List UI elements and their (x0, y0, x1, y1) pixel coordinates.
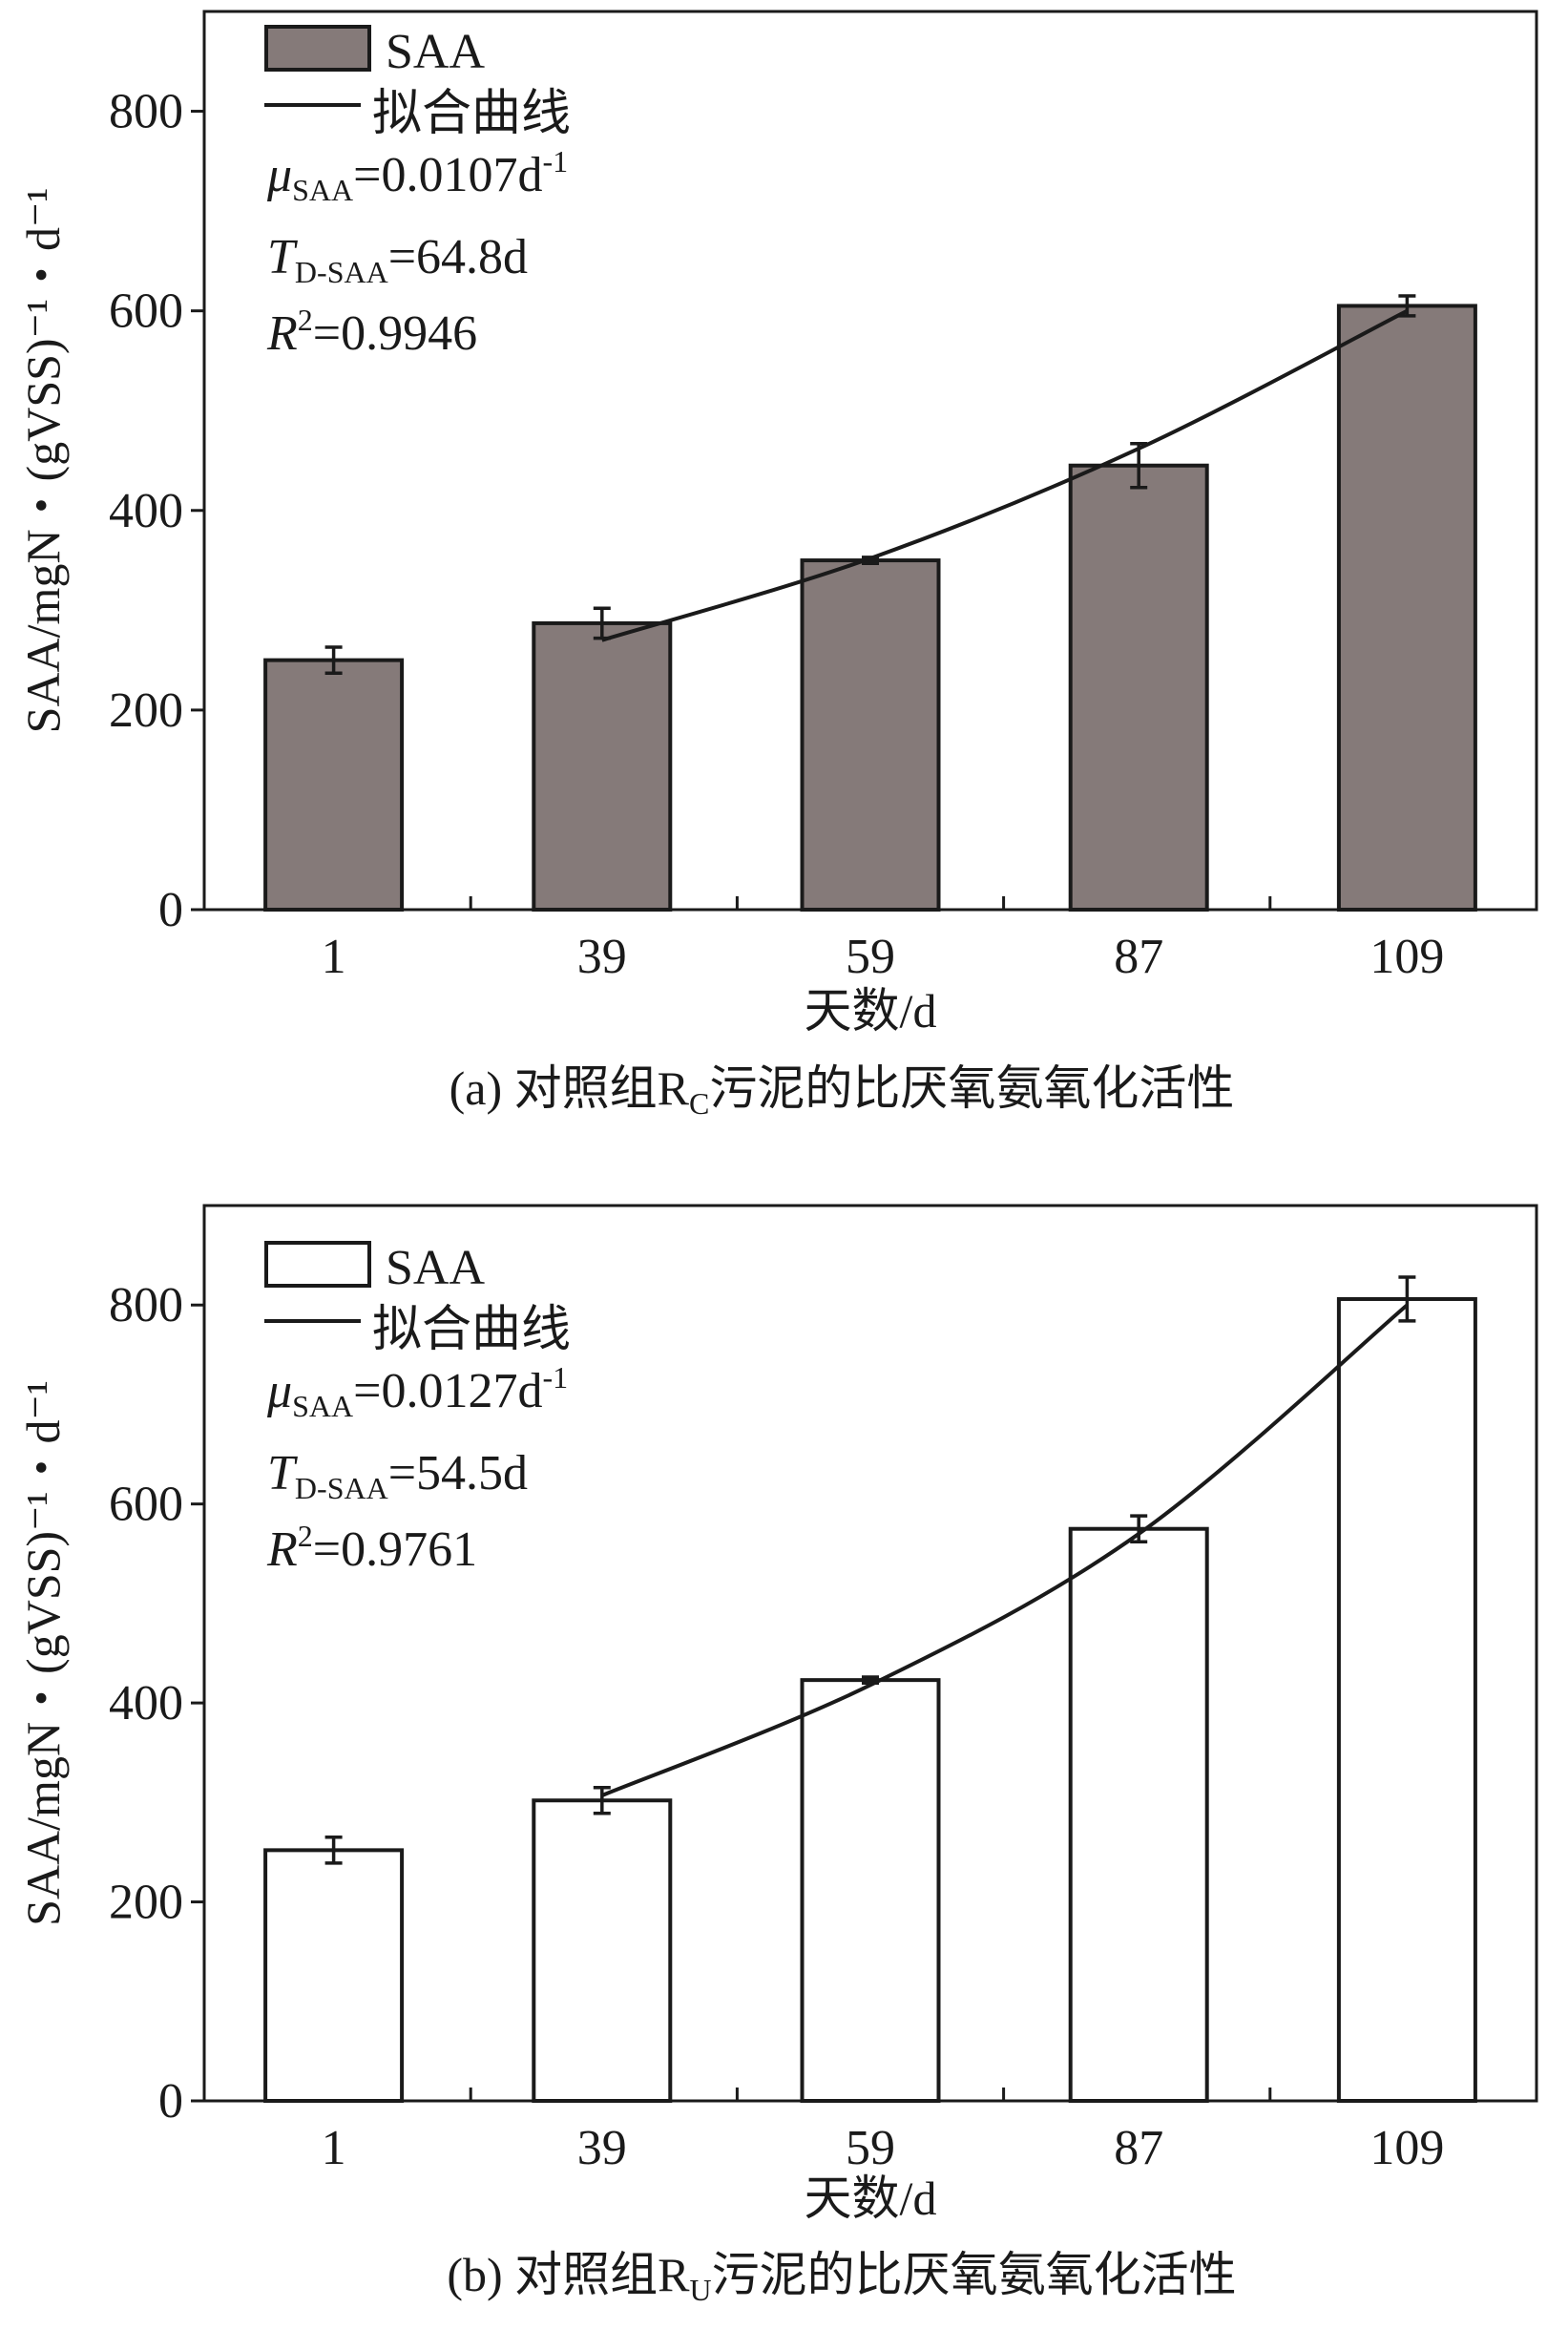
bar-59 (800, 1678, 941, 2103)
r-squared-annotation-part: =0.9946 (313, 306, 477, 361)
caption-text: 污泥的比厌氧氨氧化活性 (709, 1061, 1234, 1115)
r-squared-annotation-part: R (266, 306, 298, 361)
y-tick-label: 800 (109, 85, 183, 139)
r-squared-annotation: R2=0.9761 (266, 1519, 477, 1577)
doubling-time-annotation-part: =64.8d (388, 230, 528, 284)
mu-annotation-part: =0.0127d (353, 1364, 542, 1418)
bar-109 (1336, 304, 1477, 912)
bar-87 (1068, 1526, 1209, 2103)
legend-line-label: 拟合曲线 (372, 87, 571, 141)
x-tick-label: 1 (322, 930, 346, 984)
mu-annotation-part: μ (266, 148, 292, 202)
legend-bar-swatch (264, 25, 371, 72)
plot-frame (202, 10, 1538, 912)
y-tick-label: 0 (158, 883, 183, 937)
error-bar-87 (1130, 441, 1148, 490)
error-bar-109 (1398, 1275, 1416, 1323)
doubling-time-annotation-part: =54.5d (388, 1446, 528, 1500)
doubling-time-annotation-part: T (267, 1446, 298, 1500)
y-tick-label: 800 (109, 1278, 183, 1332)
mu-annotation-part: =0.0107d (353, 148, 542, 202)
error-bar-1 (324, 1836, 343, 1865)
doubling-time-annotation-part: D-SAA (295, 255, 388, 289)
y-tick-label: 600 (109, 284, 183, 339)
x-tick-label: 59 (846, 2121, 895, 2175)
caption-text: 污泥的比厌氧氨氧化活性 (712, 2248, 1237, 2301)
y-axis-label: SAA/mgN・(gVSS)⁻¹・d⁻¹ (16, 1380, 70, 1926)
caption-prefix: (b) 对照组R (447, 2248, 690, 2301)
bar-59 (800, 558, 941, 912)
x-tick-label: 109 (1369, 2121, 1444, 2175)
x-tick-label: 39 (577, 930, 627, 984)
plot-frame (202, 1204, 1538, 2103)
bar-39 (532, 1798, 673, 2103)
y-tick-label: 0 (158, 2074, 183, 2129)
legend-bar-swatch (264, 1241, 371, 1288)
r-squared-annotation-part: R (266, 1522, 298, 1577)
r-squared-annotation-part: 2 (298, 303, 313, 337)
mu-annotation-part: -1 (542, 1360, 568, 1395)
error-bar-39 (593, 1785, 611, 1815)
y-tick-label: 200 (109, 1876, 183, 1930)
bar-1 (263, 1848, 405, 2103)
x-tick-label: 1 (322, 2121, 346, 2175)
mu-annotation-part: SAA (292, 1389, 353, 1423)
chart-panel-a: 0 200 400 600 800 1 39 59 87 109 天数/d SAA/mgN・(gVSS… (16, 10, 1538, 1121)
caption-subscript: C (689, 1086, 709, 1121)
y-tick-label: 400 (109, 1676, 183, 1731)
error-bar-87 (1130, 1514, 1148, 1544)
doubling-time-annotation: TD-SAA=54.5d (267, 1446, 528, 1505)
legend-line-label: 拟合曲线 (372, 1303, 571, 1357)
caption-subscript: U (690, 2273, 712, 2307)
y-tick-label: 400 (109, 484, 183, 538)
x-axis-label: 天数/d (805, 984, 937, 1038)
error-bar-1 (324, 645, 343, 675)
caption-prefix: (a) 对照组R (449, 1061, 690, 1115)
r-squared-annotation-part: =0.9761 (313, 1522, 477, 1577)
y-tick-label: 200 (109, 683, 183, 738)
x-tick-label: 59 (846, 930, 895, 984)
bar-109 (1336, 1296, 1477, 2103)
chart-panel-b: 0 200 400 600 800 1 39 59 87 109 天数/d SAA/mgN・(gVSS… (16, 1204, 1538, 2307)
bar-39 (532, 620, 673, 912)
doubling-time-annotation-part: T (267, 230, 298, 284)
doubling-time-annotation: TD-SAA=64.8d (267, 230, 528, 289)
x-tick-label: 87 (1114, 2121, 1163, 2175)
mu-annotation-part: μ (266, 1364, 292, 1418)
y-tick-label: 600 (109, 1478, 183, 1532)
r-squared-annotation: R2=0.9946 (266, 303, 477, 361)
fit-curve (601, 1303, 1409, 1797)
mu-annotation-part: SAA (292, 173, 353, 207)
x-tick-label: 87 (1114, 930, 1163, 984)
doubling-time-annotation-part: D-SAA (295, 1471, 388, 1505)
x-tick-label: 39 (577, 2121, 627, 2175)
r-squared-annotation-part: 2 (298, 1519, 313, 1553)
x-tick-label: 109 (1369, 930, 1444, 984)
x-axis-label: 天数/d (805, 2172, 937, 2225)
fit-curve (601, 308, 1409, 642)
legend-bar-label: SAA (386, 25, 485, 79)
mu-annotation: μSAA=0.0127d-1 (266, 1360, 568, 1423)
bar-1 (263, 658, 405, 912)
mu-annotation-part: -1 (542, 144, 568, 178)
panel-caption: (a) 对照组RC污泥的比厌氧氨氧化活性 (449, 1061, 1235, 1121)
panel-caption: (b) 对照组RU污泥的比厌氧氨氧化活性 (447, 2248, 1236, 2307)
y-axis-label: SAA/mgN・(gVSS)⁻¹・d⁻¹ (16, 188, 70, 734)
legend-bar-label: SAA (386, 1241, 485, 1295)
mu-annotation: μSAA=0.0107d-1 (266, 144, 568, 207)
bar-87 (1068, 463, 1209, 912)
